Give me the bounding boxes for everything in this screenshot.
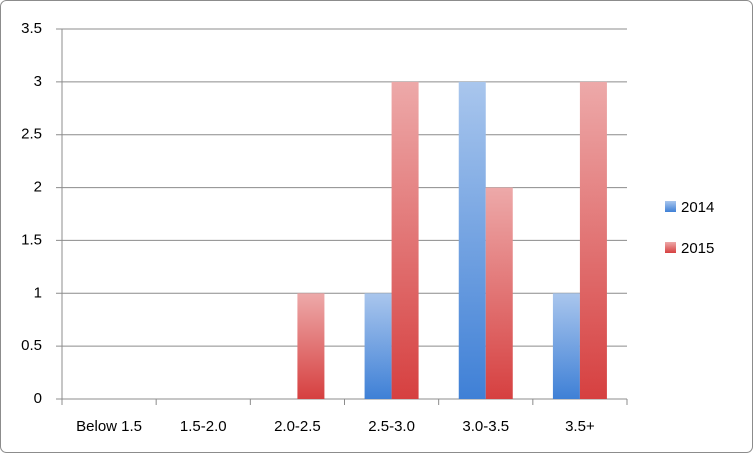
y-tick-label: 0.5	[21, 337, 42, 354]
legend-label: 2014	[681, 199, 714, 216]
bar	[458, 81, 486, 399]
bar	[364, 293, 392, 399]
y-tick-label: 0	[34, 390, 42, 407]
x-tick-label: 3.0-3.5	[462, 418, 509, 435]
bar	[579, 81, 607, 399]
y-tick-label: 1	[34, 284, 42, 301]
x-tick-label: 3.5+	[565, 418, 595, 435]
bar	[552, 293, 580, 399]
bar	[297, 293, 325, 399]
x-tick-label: Below 1.5	[76, 418, 142, 435]
y-tick-label: 1.5	[21, 231, 42, 248]
legend-label: 2015	[681, 240, 714, 257]
y-tick-label: 2.5	[21, 126, 42, 143]
bar	[391, 81, 419, 399]
bar	[485, 187, 513, 399]
x-tick-label: 1.5-2.0	[180, 418, 227, 435]
y-tick-label: 2	[34, 179, 42, 196]
x-tick-label: 2.0-2.5	[274, 418, 321, 435]
y-tick-label: 3	[34, 73, 42, 90]
y-tick-label: 3.5	[21, 20, 42, 37]
legend-swatch	[665, 242, 676, 253]
legend-swatch	[665, 201, 676, 212]
x-tick-label: 2.5-3.0	[368, 418, 415, 435]
